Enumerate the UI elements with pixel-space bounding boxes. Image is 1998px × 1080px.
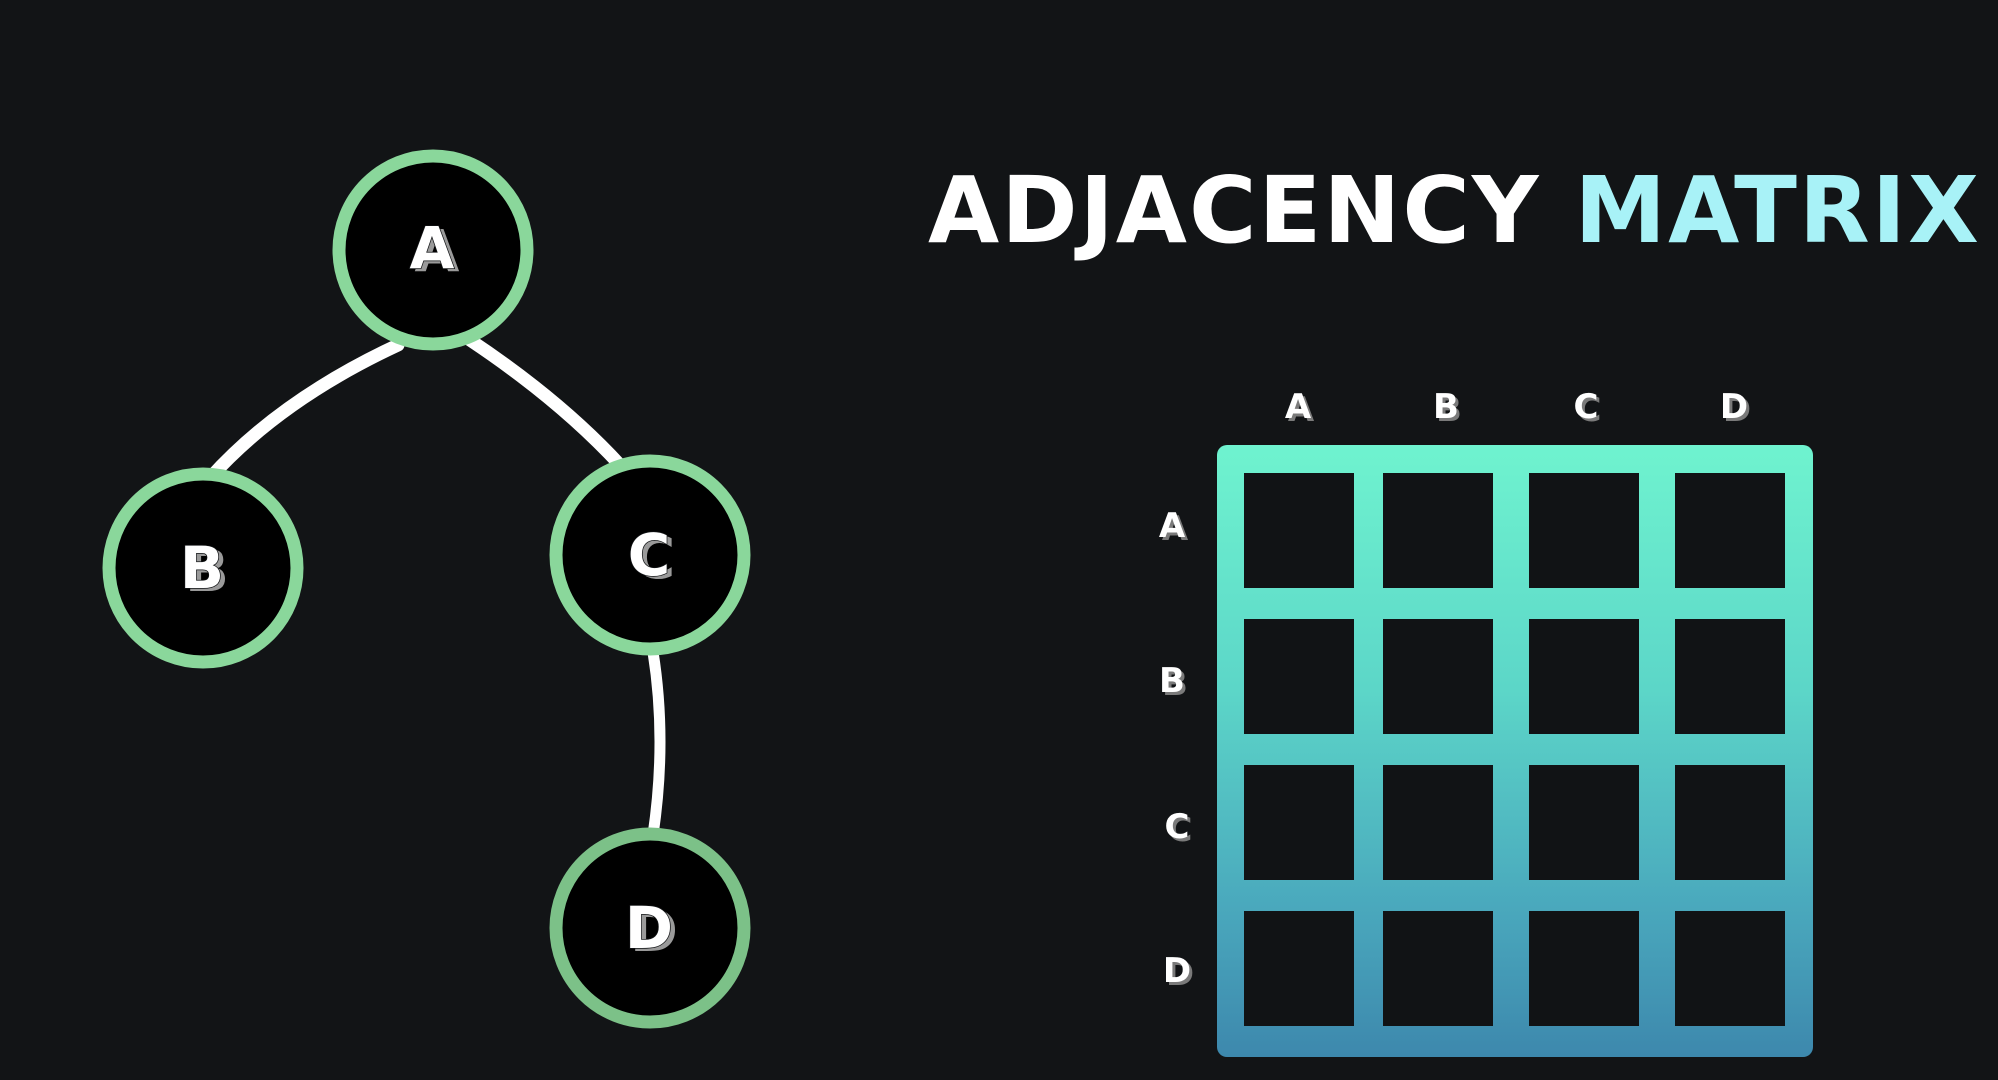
column-header-b: B: [1433, 387, 1459, 427]
matrix-cell-c-b: [1383, 765, 1493, 880]
edge-c-d: [647, 646, 666, 841]
graph-node-b: B B: [102, 467, 304, 669]
matrix-cell-c-d: [1675, 765, 1785, 880]
matrix-cell-a-d: [1675, 473, 1785, 588]
row-header-a: A: [1158, 506, 1186, 546]
graph-edges: [203, 333, 666, 841]
row-header-c: C: [1164, 807, 1190, 847]
column-header-c: C: [1573, 387, 1599, 427]
svg-text:A: A: [415, 217, 460, 285]
matrix-cell-a-c: [1529, 473, 1639, 588]
matrix-cell-d-a: [1244, 911, 1354, 1026]
matrix-cell-a-b: [1383, 473, 1493, 588]
graph-node-a: A A: [332, 149, 534, 351]
edge-a-b: [203, 338, 405, 485]
matrix-cell-b-a: [1244, 619, 1354, 734]
matrix-cell-a-a: [1244, 473, 1354, 588]
node-label-b: B: [180, 534, 224, 602]
row-header-d: D: [1162, 951, 1192, 991]
svg-text:B: B: [185, 537, 229, 605]
graph-node-d: D D: [549, 827, 751, 1029]
adjacency-matrix-grid: [1217, 445, 1813, 1057]
svg-text:D: D: [630, 897, 678, 965]
matrix-cell-b-d: [1675, 619, 1785, 734]
matrix-cell-b-b: [1383, 619, 1493, 734]
edge-a-c: [463, 333, 627, 472]
column-header-a: A: [1284, 387, 1312, 427]
graph-node-c: C C: [549, 454, 751, 656]
title-word-matrix: MATRIX: [1574, 157, 1981, 264]
matrix-cell-b-c: [1529, 619, 1639, 734]
node-label-a: A: [410, 214, 455, 282]
svg-text:C: C: [633, 524, 676, 592]
row-header-b: B: [1159, 661, 1185, 701]
node-label-d: D: [625, 894, 673, 962]
matrix-cell-c-a: [1244, 765, 1354, 880]
matrix-cell-d-b: [1383, 911, 1493, 1026]
node-label-c: C: [628, 521, 671, 589]
matrix-cell-d-d: [1675, 911, 1785, 1026]
matrix-cell-c-c: [1529, 765, 1639, 880]
title-word-adjacency: ADJACENCY: [928, 157, 1541, 264]
matrix-cell-d-c: [1529, 911, 1639, 1026]
graph-diagram: A A B B C C D D: [102, 149, 751, 1029]
column-header-d: D: [1719, 387, 1749, 427]
page-title: ADJACENCY MATRIX: [928, 165, 1981, 257]
